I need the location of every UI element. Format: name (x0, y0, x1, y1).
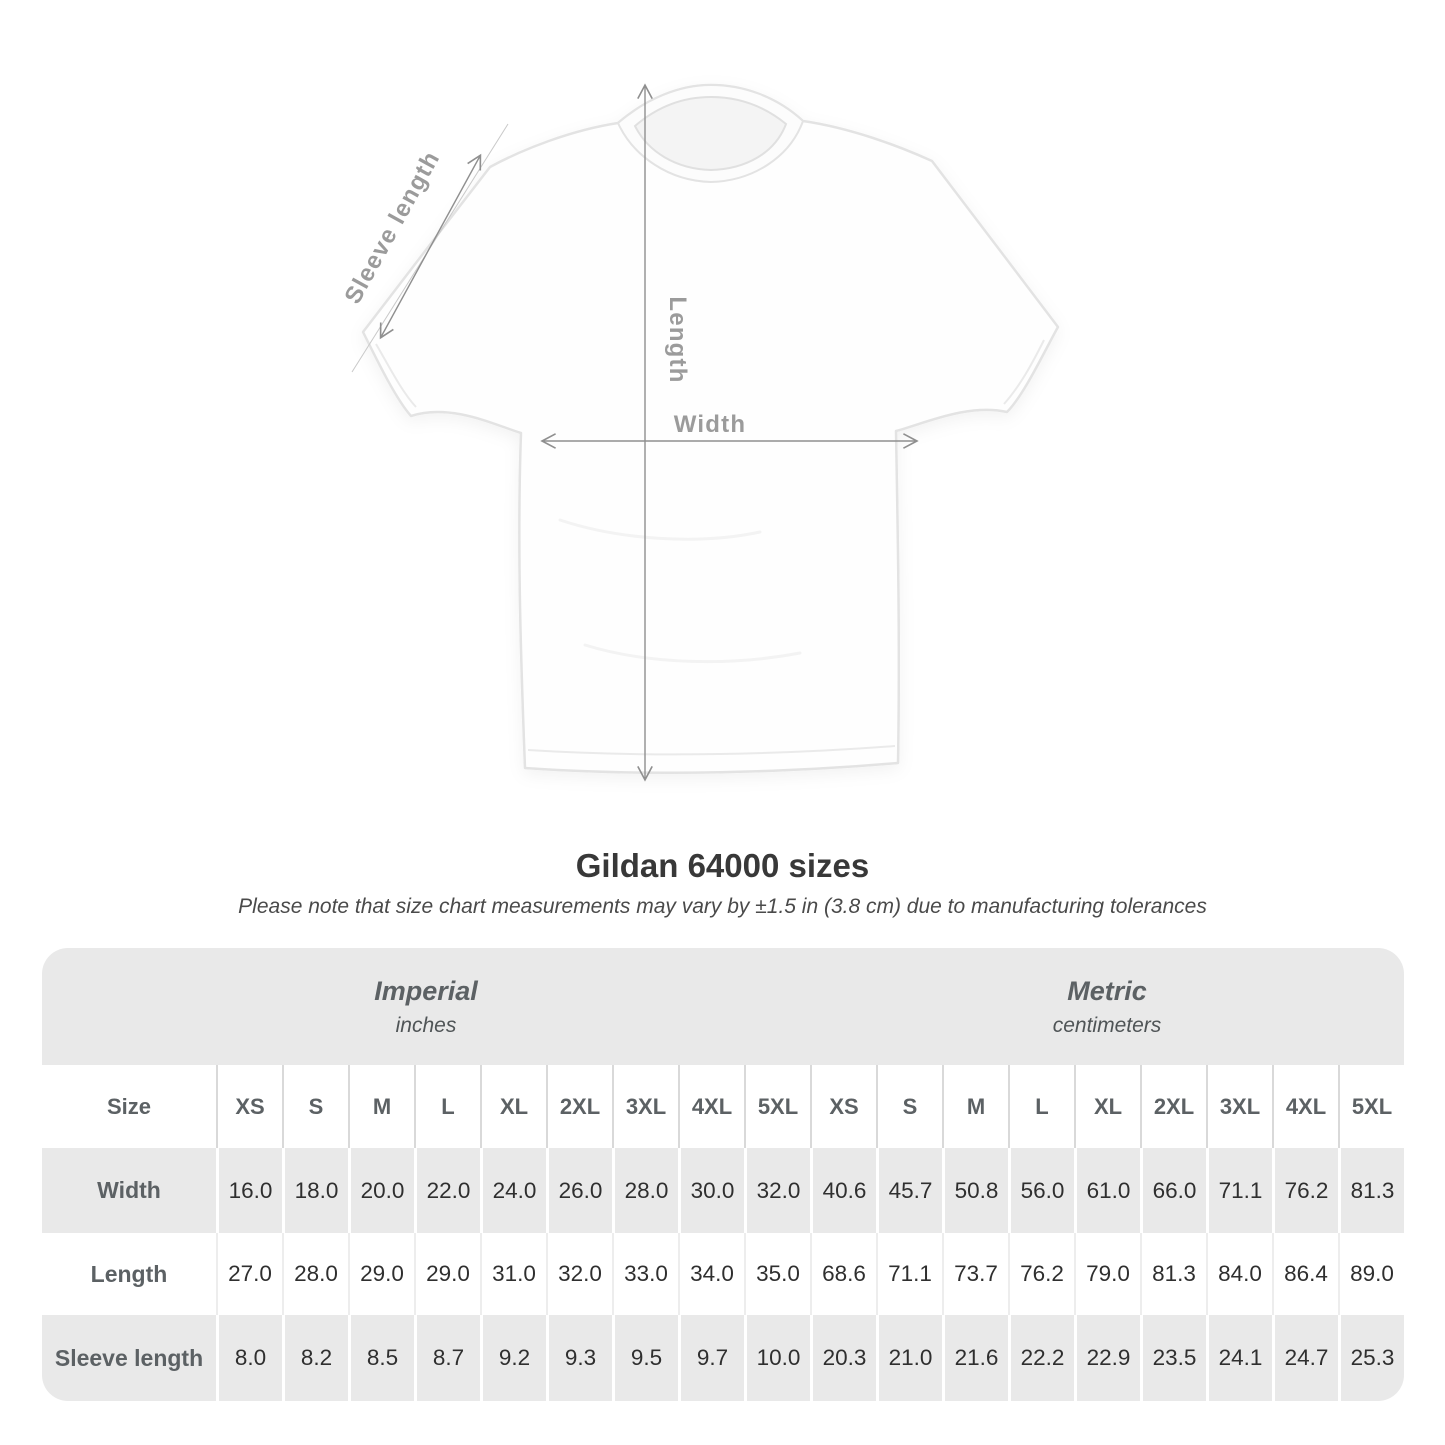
value-cell: 28.0 (612, 1148, 678, 1233)
value-cell: 27.0 (216, 1233, 282, 1315)
size-header: L (1008, 1065, 1074, 1148)
imperial-label: Imperial (374, 975, 478, 1006)
size-chart-title: Gildan 64000 sizes (575, 847, 870, 884)
value-cell: 9.5 (612, 1315, 678, 1401)
value-cell: 22.9 (1074, 1315, 1140, 1401)
value-cell: 8.7 (414, 1315, 480, 1401)
value-cell: 8.0 (216, 1315, 282, 1401)
size-header: M (942, 1065, 1008, 1148)
row-label: Sleeve length (42, 1315, 216, 1401)
size-header: XL (480, 1065, 546, 1148)
value-cell: 8.5 (348, 1315, 414, 1401)
value-cell: 84.0 (1206, 1233, 1272, 1315)
size-header: 4XL (1272, 1065, 1338, 1148)
value-cell: 89.0 (1338, 1233, 1404, 1315)
value-cell: 29.0 (348, 1233, 414, 1315)
length-label: Length (664, 296, 691, 383)
metric-header: Metric centimeters (810, 948, 1404, 1065)
size-header: XL (1074, 1065, 1140, 1148)
imperial-unit: inches (395, 1013, 457, 1037)
row-label: Width (42, 1148, 216, 1233)
size-header: L (414, 1065, 480, 1148)
metric-label: Metric (1067, 975, 1147, 1006)
value-cell: 33.0 (612, 1233, 678, 1315)
value-cell: 9.7 (678, 1315, 744, 1401)
value-cell: 20.3 (810, 1315, 876, 1401)
size-header: M (348, 1065, 414, 1148)
size-header: 5XL (744, 1065, 810, 1148)
metric-unit: centimeters (1052, 1013, 1162, 1037)
value-cell: 9.3 (546, 1315, 612, 1401)
size-table: Imperial inches Metric centimeters Size X… (42, 948, 1404, 1401)
value-cell: 34.0 (678, 1233, 744, 1315)
size-header: 3XL (1206, 1065, 1272, 1148)
value-cell: 79.0 (1074, 1233, 1140, 1315)
value-cell: 24.7 (1272, 1315, 1338, 1401)
size-header: S (282, 1065, 348, 1148)
size-header: XS (216, 1065, 282, 1148)
width-label: Width (674, 411, 746, 438)
value-cell: 28.0 (282, 1233, 348, 1315)
value-cell: 76.2 (1008, 1233, 1074, 1315)
value-cell: 10.0 (744, 1315, 810, 1401)
value-cell: 21.6 (942, 1315, 1008, 1401)
value-cell: 18.0 (282, 1148, 348, 1233)
value-cell: 86.4 (1272, 1233, 1338, 1315)
sleeve-length-arrow (379, 153, 482, 340)
value-cell: 22.2 (1008, 1315, 1074, 1401)
value-cell: 81.3 (1338, 1148, 1404, 1233)
size-header: 2XL (546, 1065, 612, 1148)
value-cell: 21.0 (876, 1315, 942, 1401)
value-cell: 24.0 (480, 1148, 546, 1233)
value-cell: 71.1 (876, 1233, 942, 1315)
imperial-header: Imperial inches (42, 948, 810, 1065)
value-cell: 71.1 (1206, 1148, 1272, 1233)
value-cell: 9.2 (480, 1315, 546, 1401)
value-cell: 29.0 (414, 1233, 480, 1315)
size-header: 5XL (1338, 1065, 1404, 1148)
value-cell: 8.2 (282, 1315, 348, 1401)
tshirt-figure: Width Length Sleeve length (339, 83, 1060, 782)
value-cell: 32.0 (744, 1148, 810, 1233)
size-header: 4XL (678, 1065, 744, 1148)
size-header: S (876, 1065, 942, 1148)
size-column-header: Size (42, 1065, 216, 1148)
value-cell: 25.3 (1338, 1315, 1404, 1401)
value-cell: 22.0 (414, 1148, 480, 1233)
value-cell: 66.0 (1140, 1148, 1206, 1233)
value-cell: 35.0 (744, 1233, 810, 1315)
value-cell: 31.0 (480, 1233, 546, 1315)
value-cell: 56.0 (1008, 1148, 1074, 1233)
size-header: XS (810, 1065, 876, 1148)
value-cell: 73.7 (942, 1233, 1008, 1315)
value-cell: 76.2 (1272, 1148, 1338, 1233)
value-cell: 50.8 (942, 1148, 1008, 1233)
value-cell: 40.6 (810, 1148, 876, 1233)
value-cell: 23.5 (1140, 1315, 1206, 1401)
size-header: 3XL (612, 1065, 678, 1148)
row-label: Length (42, 1233, 216, 1315)
tshirt-graphic (361, 83, 1060, 774)
value-cell: 32.0 (546, 1233, 612, 1315)
value-cell: 30.0 (678, 1148, 744, 1233)
value-cell: 16.0 (216, 1148, 282, 1233)
size-header: 2XL (1140, 1065, 1206, 1148)
value-cell: 26.0 (546, 1148, 612, 1233)
tolerance-note: Please note that size chart measurements… (238, 895, 1207, 918)
value-cell: 61.0 (1074, 1148, 1140, 1233)
value-cell: 45.7 (876, 1148, 942, 1233)
value-cell: 81.3 (1140, 1233, 1206, 1315)
value-cell: 20.0 (348, 1148, 414, 1233)
value-cell: 24.1 (1206, 1315, 1272, 1401)
value-cell: 68.6 (810, 1233, 876, 1315)
